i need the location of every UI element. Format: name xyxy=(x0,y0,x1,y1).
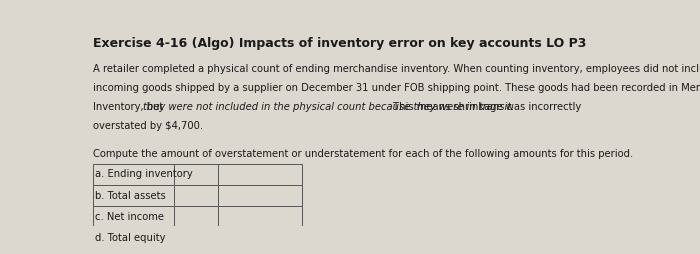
Text: A retailer completed a physical count of ending merchandise inventory. When coun: A retailer completed a physical count of… xyxy=(93,64,700,74)
Bar xyxy=(218,164,302,185)
Bar xyxy=(218,206,302,227)
Bar xyxy=(93,206,174,227)
Bar xyxy=(218,185,302,206)
Text: Exercise 4-16 (Algo) Impacts of inventory error on key accounts LO P3: Exercise 4-16 (Algo) Impacts of inventor… xyxy=(93,37,587,50)
Text: a. Ending inventory: a. Ending inventory xyxy=(95,169,192,179)
Text: d. Total equity: d. Total equity xyxy=(95,233,166,243)
Text: b. Total assets: b. Total assets xyxy=(95,190,166,201)
Bar xyxy=(93,185,174,206)
Text: they were not included in the physical count because they were in transit.: they were not included in the physical c… xyxy=(143,102,514,112)
Text: This means shrinkage was incorrectly: This means shrinkage was incorrectly xyxy=(390,102,581,112)
Text: incoming goods shipped by a supplier on December 31 under FOB shipping point. Th: incoming goods shipped by a supplier on … xyxy=(93,83,700,93)
Bar xyxy=(93,227,174,248)
Bar xyxy=(174,227,218,248)
Bar xyxy=(174,185,218,206)
Bar xyxy=(218,227,302,248)
Text: Inventory, but: Inventory, but xyxy=(93,102,167,112)
Bar xyxy=(174,206,218,227)
Bar xyxy=(93,164,174,185)
Text: c. Net income: c. Net income xyxy=(95,212,164,222)
Bar xyxy=(174,164,218,185)
Text: Compute the amount of overstatement or understatement for each of the following : Compute the amount of overstatement or u… xyxy=(93,149,634,159)
Text: overstated by $4,700.: overstated by $4,700. xyxy=(93,121,203,131)
